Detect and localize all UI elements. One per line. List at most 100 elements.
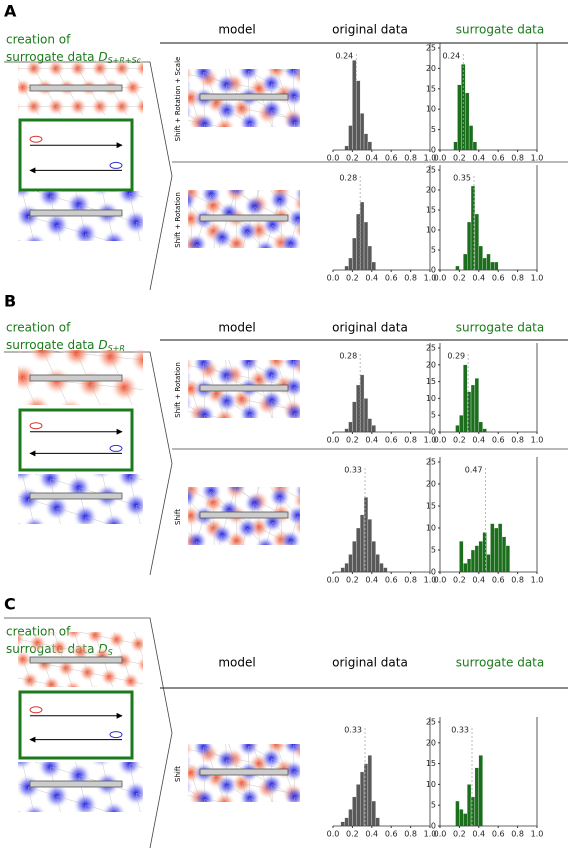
y-tick-label: 20 — [426, 186, 436, 195]
y-tick-label: 15 — [426, 206, 436, 215]
row-label: Shift + Rotation + Scale — [174, 57, 182, 142]
lattice-line — [218, 169, 236, 188]
firing-field — [188, 516, 190, 529]
firing-field — [233, 542, 248, 545]
rat — [29, 706, 43, 714]
x-tick-label: 1.0 — [531, 830, 544, 839]
lattice-line — [171, 543, 178, 572]
firing-field — [273, 258, 295, 280]
firing-field — [224, 452, 246, 474]
column-header: surrogate data — [456, 321, 545, 335]
histogram-bar — [474, 545, 479, 573]
firing-field — [18, 191, 34, 200]
firing-field — [306, 772, 328, 794]
lattice-line — [105, 415, 119, 446]
histogram-bar — [363, 133, 369, 151]
lattice-line — [304, 255, 305, 281]
firing-field — [282, 33, 304, 55]
lattice-line — [205, 150, 228, 162]
lattice-line — [29, 680, 33, 687]
x-tick-label: 0.8 — [404, 830, 417, 839]
firing-field — [145, 472, 170, 497]
lattice-line — [284, 566, 302, 585]
firing-field — [283, 401, 300, 418]
lattice-line — [248, 720, 271, 732]
chevron — [4, 617, 173, 849]
track — [29, 656, 123, 664]
lattice-line — [316, 237, 334, 256]
lattice-line — [310, 390, 335, 395]
histogram-bar — [360, 771, 365, 827]
x-tick-label: 0.6 — [385, 436, 398, 445]
lattice-line — [182, 787, 183, 813]
lattice-line — [63, 825, 70, 852]
firing-field — [283, 84, 300, 107]
lattice-line — [316, 757, 317, 783]
firing-field — [6, 688, 24, 706]
row-label: Shift — [174, 766, 182, 782]
firing-field — [18, 232, 19, 241]
lattice-line — [317, 809, 340, 821]
lattice-line — [192, 568, 193, 594]
lattice-line — [227, 427, 250, 439]
x-tick-label: 0.8 — [511, 274, 524, 283]
x-tick-label: 0.8 — [404, 274, 417, 283]
lattice-line — [294, 725, 319, 730]
firing-field — [101, 610, 119, 628]
y-tick-label: 15 — [426, 759, 436, 768]
histogram-bar — [478, 541, 483, 573]
lattice-line — [208, 822, 216, 847]
lattice-line — [181, 735, 182, 761]
firing-field — [221, 416, 233, 418]
lattice-line — [128, 762, 130, 765]
firing-field — [282, 744, 300, 756]
firing-field — [305, 746, 327, 768]
grid-pattern — [6, 610, 182, 706]
histogram-bar — [356, 213, 361, 271]
lattice-line — [143, 822, 150, 851]
histogram-bar — [467, 558, 472, 573]
column-header: original data — [332, 656, 408, 670]
firing-field — [116, 191, 142, 206]
histogram-bar — [348, 421, 353, 433]
lattice-line — [302, 750, 310, 775]
lattice-line — [323, 509, 341, 528]
lattice-line — [293, 69, 294, 70]
lattice-line — [301, 143, 309, 168]
lattice-line — [303, 203, 326, 215]
lattice-line — [203, 744, 204, 748]
lattice-line — [168, 207, 169, 233]
lattice-line — [309, 237, 316, 262]
firing-field — [265, 802, 287, 824]
firing-field — [144, 377, 173, 406]
histogram-bar — [468, 125, 474, 151]
lattice-line — [294, 50, 319, 55]
lattice-line — [204, 798, 211, 802]
firing-field — [286, 207, 300, 230]
firing-field — [283, 110, 300, 127]
firing-field — [0, 391, 17, 420]
firing-field — [139, 443, 164, 468]
firing-field — [204, 252, 226, 274]
histogram-bar — [356, 784, 361, 827]
lattice-line — [237, 270, 260, 282]
firing-field — [282, 360, 300, 372]
firing-field — [171, 418, 193, 440]
lattice-line — [67, 610, 89, 614]
lattice-line — [316, 82, 339, 94]
histogram-bar — [474, 378, 479, 433]
lattice-line — [227, 136, 250, 148]
lattice-line — [169, 233, 170, 259]
lattice-line — [317, 134, 340, 146]
lattice-line — [35, 245, 42, 274]
lattice-line — [160, 648, 182, 652]
firing-field — [305, 523, 327, 545]
firing-field — [238, 787, 261, 802]
lattice-line — [310, 774, 335, 779]
lattice-line — [226, 785, 228, 802]
row-label: Shift + Rotation — [174, 192, 182, 248]
lattice-line — [124, 387, 143, 390]
y-tick-label: 5 — [431, 546, 436, 555]
lattice-line — [235, 463, 258, 475]
y-tick-label: 5 — [431, 801, 436, 810]
